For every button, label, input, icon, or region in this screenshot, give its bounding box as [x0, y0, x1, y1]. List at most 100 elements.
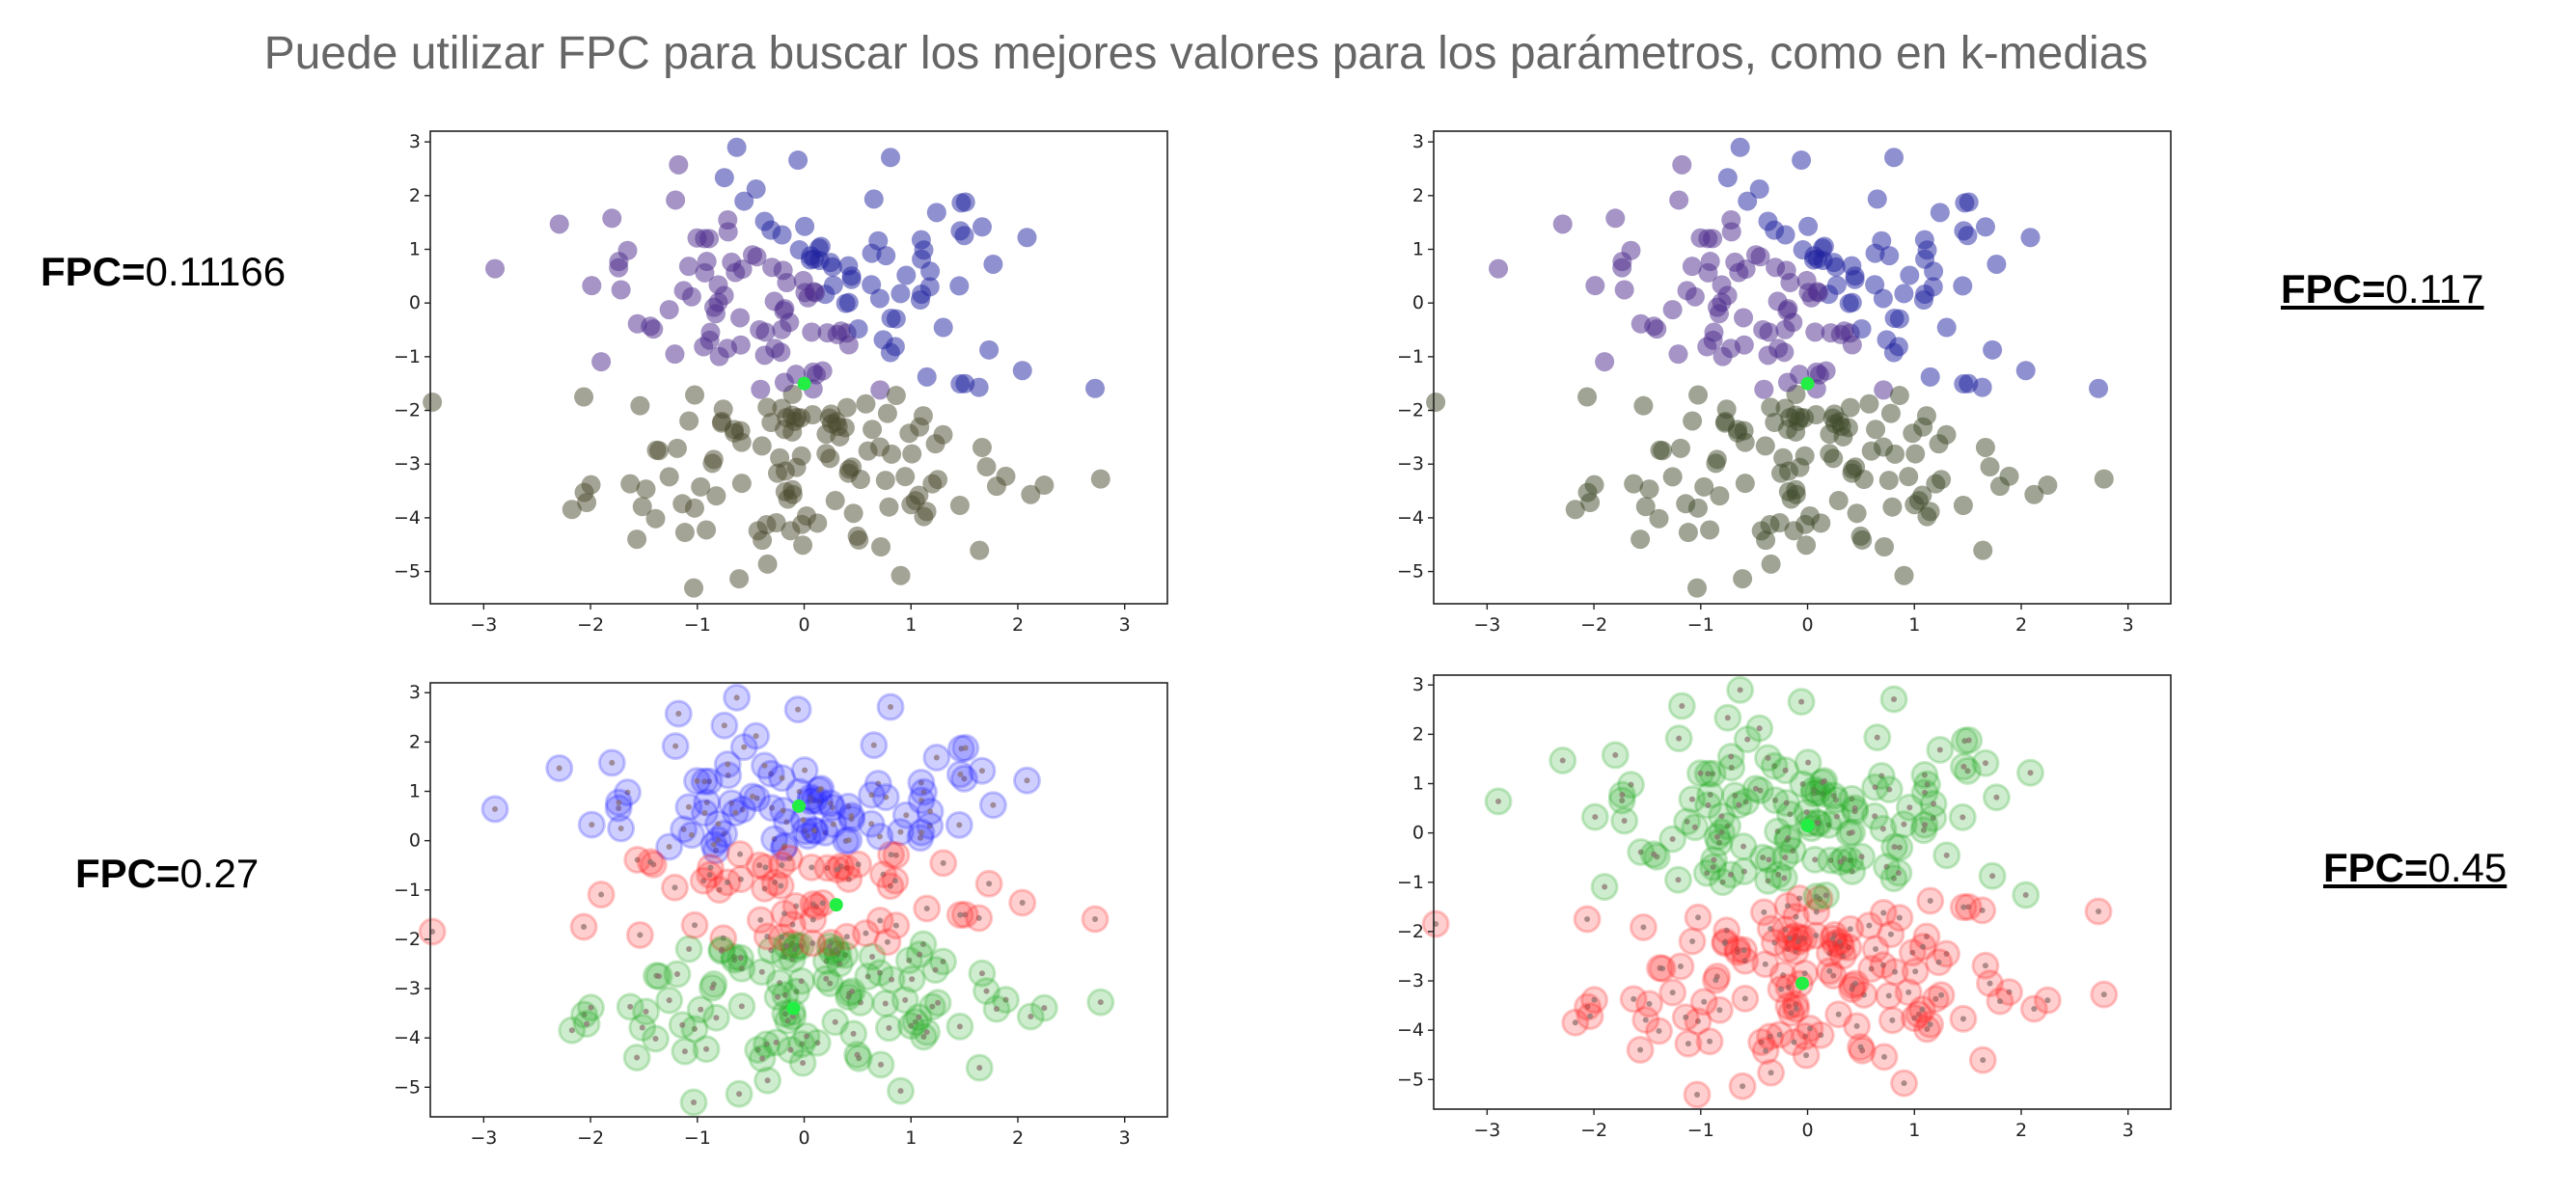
data-point-core — [1921, 772, 1928, 778]
data-point — [1953, 276, 1973, 296]
data-point-core — [1775, 871, 1782, 878]
data-point-core — [836, 961, 843, 967]
data-point-core — [769, 804, 776, 811]
data-point — [1624, 474, 1644, 494]
data-point-core — [877, 969, 884, 976]
data-point-core — [962, 911, 969, 918]
data-point — [793, 535, 813, 556]
data-point-core — [581, 1011, 588, 1018]
data-point-core — [761, 885, 768, 892]
data-point — [781, 521, 801, 541]
data-point — [1975, 437, 1995, 457]
data-point-core — [1825, 822, 1832, 828]
data-point-core — [2044, 997, 2051, 1004]
data-point-core — [800, 1060, 807, 1067]
data-point-core — [1790, 848, 1796, 855]
data-point — [2015, 361, 2036, 381]
data-point-core — [598, 891, 605, 898]
data-point-core — [1852, 980, 1859, 987]
data-point — [1721, 339, 1741, 359]
data-point — [1761, 554, 1781, 574]
data-point-core — [1768, 925, 1774, 932]
data-point-core — [1736, 801, 1742, 808]
data-point — [1700, 520, 1720, 540]
data-point-core — [1637, 849, 1644, 855]
data-point — [1796, 535, 1817, 556]
data-point — [1850, 526, 1871, 546]
data-point-core — [802, 828, 808, 834]
data-point-core — [671, 884, 678, 891]
data-point-core — [917, 834, 923, 841]
data-point-core — [639, 1024, 645, 1031]
data-point-core — [1872, 784, 1878, 791]
data-point-core — [738, 965, 745, 972]
data-point — [1846, 457, 1866, 477]
data-point-core — [891, 878, 898, 884]
data-point-core — [830, 821, 836, 828]
data-point-core — [923, 1029, 930, 1036]
data-point — [976, 457, 997, 477]
data-point-core — [1833, 813, 1840, 820]
data-point — [1682, 257, 1702, 277]
data-point-core — [1760, 855, 1767, 861]
data-point-core — [1711, 856, 1717, 863]
data-point — [926, 203, 946, 223]
data-point-core — [1965, 737, 1972, 744]
data-point — [879, 497, 899, 517]
data-point-core — [1849, 986, 1855, 992]
data-point-core — [754, 795, 760, 801]
data-point — [1930, 203, 1950, 223]
data-point-core — [789, 921, 796, 928]
data-point — [726, 137, 747, 157]
data-point — [1721, 209, 1741, 230]
data-point — [1879, 246, 1900, 266]
data-point — [1915, 284, 1935, 304]
data-point-core — [791, 946, 798, 953]
scatter-chart-top-left: −3 −2 −1 0 1 2 3 3 2 1 0 −1 −2 −3 −4 −5 — [394, 130, 1168, 636]
data-point-core — [1905, 989, 1912, 995]
cluster-center — [829, 898, 843, 912]
data-point-core — [1691, 824, 1698, 830]
fpc-label-3: FPC=0.27 — [75, 851, 259, 897]
data-point-core — [634, 856, 641, 863]
data-point-core — [940, 859, 946, 866]
data-point — [1577, 387, 1598, 407]
x-tick-label: 1 — [1908, 1120, 1920, 1141]
data-point-core — [1724, 823, 1731, 829]
data-point-core — [716, 886, 723, 893]
data-point — [700, 322, 721, 342]
points-layer — [418, 683, 1115, 1117]
data-point-core — [935, 999, 942, 1006]
data-point-core — [1718, 828, 1725, 835]
data-point — [1920, 366, 1940, 387]
data-point — [620, 474, 641, 494]
data-point-core — [1964, 768, 1971, 774]
data-point-core — [781, 843, 788, 850]
data-point-core — [780, 807, 786, 814]
data-point — [1729, 262, 1749, 283]
data-point-core — [796, 789, 803, 796]
data-point — [1710, 486, 1730, 506]
data-point-core — [715, 836, 722, 843]
data-point-core — [1923, 934, 1930, 940]
data-point — [983, 254, 1003, 274]
data-point — [979, 339, 1000, 360]
data-point — [1687, 578, 1708, 598]
data-point-core — [833, 946, 839, 953]
data-point-core — [686, 945, 693, 952]
data-point — [1920, 502, 1940, 522]
data-point-core — [1002, 996, 1009, 1003]
data-point-core — [1813, 909, 1820, 915]
data-point-core — [783, 819, 790, 826]
data-point — [1676, 494, 1696, 514]
data-point-core — [1906, 804, 1913, 811]
data-point — [574, 387, 594, 407]
data-point-core — [1873, 945, 1879, 952]
data-point — [1761, 397, 1781, 418]
data-point-core — [962, 745, 969, 751]
data-point — [1929, 434, 1949, 454]
data-point — [1759, 322, 1779, 342]
data-point — [1707, 297, 1727, 317]
cluster-center — [792, 799, 806, 813]
data-point — [1865, 243, 1885, 263]
